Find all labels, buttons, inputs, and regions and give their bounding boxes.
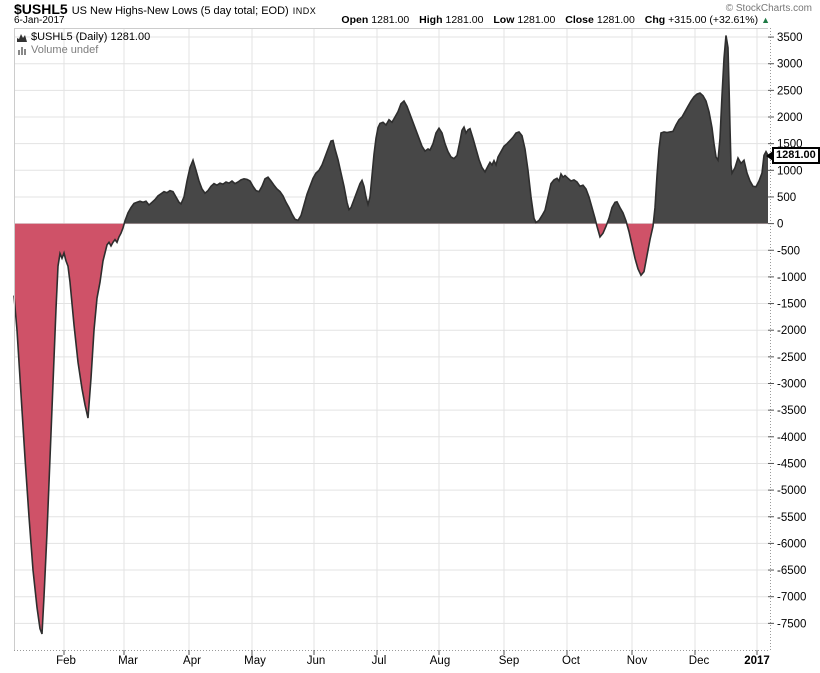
y-tick-label: -6500 — [777, 565, 806, 577]
y-tick-label: -6000 — [777, 538, 806, 550]
open-label: Open — [341, 14, 369, 26]
x-tick-label: Mar — [118, 655, 138, 667]
y-tick-label: 2000 — [777, 112, 803, 124]
y-tick-label: -1000 — [777, 272, 806, 284]
y-tick-label: -7000 — [777, 592, 806, 604]
y-tick-label: -7500 — [777, 618, 806, 630]
negative-area — [14, 223, 654, 634]
chg-value: +315.00 (+32.61%) — [668, 14, 759, 26]
y-tick-label: -4000 — [777, 432, 806, 444]
y-tick-label: -3500 — [777, 405, 806, 417]
x-tick-label: Jun — [307, 655, 326, 667]
price-area-series — [13, 35, 769, 635]
y-tick-label: -5000 — [777, 485, 806, 497]
close-label: Close — [565, 14, 594, 26]
gridlines — [14, 28, 768, 650]
volume-bars-icon — [18, 46, 26, 55]
chart-description: US New Highs-New Lows (5 day total; EOD) — [71, 5, 289, 17]
x-tick-label: Dec — [689, 655, 710, 667]
close-value: 1281.00 — [596, 14, 635, 26]
y-tick-label: -2500 — [777, 352, 806, 364]
legend-series-label: $USHL5 (Daily) 1281.00 — [31, 31, 151, 43]
chg-up-icon: ▲ — [761, 15, 770, 25]
quote-row: Open 1281.00 High 1281.00 Low 1281.00 Close… — [334, 14, 770, 26]
legend: $USHL5 (Daily) 1281.00 Volume undef — [17, 31, 150, 57]
y-tick-label: 1000 — [777, 165, 803, 177]
y-tick-label: -500 — [777, 245, 800, 257]
plot-borders — [14, 28, 771, 651]
x-tick-label: May — [244, 655, 266, 667]
x-tick-label: 2017 — [744, 655, 770, 667]
y-tick-label: 3000 — [777, 59, 803, 71]
high-label: High — [419, 14, 443, 26]
y-tick-label: 500 — [777, 192, 796, 204]
x-tick-label: Apr — [183, 655, 201, 667]
x-tick-label: Sep — [499, 655, 519, 667]
high-value: 1281.00 — [445, 14, 484, 26]
x-tick-label: Feb — [56, 655, 76, 667]
low-value: 1281.00 — [517, 14, 556, 26]
x-tick-label: Jul — [372, 655, 387, 667]
legend-volume-label: Volume undef — [31, 44, 99, 56]
y-tick-label: 2500 — [777, 85, 803, 97]
chart-date: 6-Jan-2017 — [14, 15, 65, 26]
y-tick-label: -4500 — [777, 458, 806, 470]
title-row: $USHL5 US New Highs-New Lows (5 day total… — [14, 1, 316, 19]
open-value: 1281.00 — [371, 14, 410, 26]
copyright: © StockCharts.com — [725, 3, 812, 14]
x-axis-labels: Feb Mar Apr May Jun Jul Aug Sep Oct Nov Dec 2017 — [56, 655, 770, 667]
y-tick-label: -1500 — [777, 299, 806, 311]
low-label: Low — [493, 14, 515, 26]
exchange-label: INDX — [292, 6, 317, 16]
y-tick-label: 0 — [777, 219, 783, 231]
symbol: $USHL5 — [14, 1, 68, 17]
y-tick-label: -3000 — [777, 379, 806, 391]
legend-volume-row: Volume undef — [17, 44, 150, 57]
x-tick-label: Aug — [430, 655, 450, 667]
y-tick-label: -2000 — [777, 325, 806, 337]
legend-series-row: $USHL5 (Daily) 1281.00 — [17, 31, 150, 44]
price-line — [13, 35, 769, 635]
y-axis-labels: 3500300025002000150010005000-500-1000-15… — [777, 32, 806, 630]
positive-area — [14, 35, 768, 224]
chg-label: Chg — [644, 14, 666, 26]
last-price-value: 1281.00 — [776, 149, 816, 161]
x-tick-label: Oct — [562, 655, 581, 667]
price-arrow-icon — [766, 151, 773, 161]
y-tick-label: 3500 — [777, 32, 803, 44]
area-chart-icon — [17, 33, 27, 42]
x-tick-label: Nov — [627, 655, 648, 667]
axis-ticks — [63, 36, 774, 655]
header: $USHL5 US New Highs-New Lows (5 day total… — [0, 0, 820, 28]
last-price-label: 1281.00 — [766, 147, 820, 164]
y-tick-label: -5500 — [777, 512, 806, 524]
